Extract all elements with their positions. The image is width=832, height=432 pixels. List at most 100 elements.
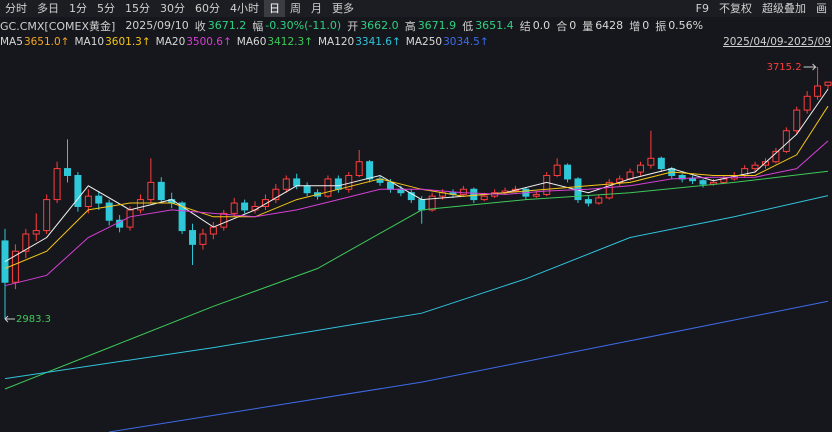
ma-line xyxy=(4,170,829,390)
candle-body xyxy=(824,81,832,86)
candle-body xyxy=(199,233,207,245)
candle-body xyxy=(53,168,61,201)
ma-line xyxy=(4,105,829,269)
tab[interactable]: 多日 xyxy=(37,2,59,15)
candle-body xyxy=(74,174,82,207)
candle-body xyxy=(220,212,228,228)
tool-button[interactable]: 不复权 xyxy=(719,2,752,15)
candle-body xyxy=(814,85,822,97)
candle-body xyxy=(699,180,707,185)
candle-body xyxy=(428,195,436,211)
tab[interactable]: 5分 xyxy=(97,2,115,15)
tab[interactable]: 1分 xyxy=(69,2,87,15)
field-label: 合 xyxy=(556,19,568,33)
candle-body xyxy=(647,157,655,166)
candle-body xyxy=(136,199,144,211)
legend-name: MA10 xyxy=(74,35,105,48)
candle-body xyxy=(22,233,30,252)
field-value: 3662.0 xyxy=(360,19,399,32)
candle-body xyxy=(657,157,665,170)
candle-body xyxy=(407,192,415,201)
field-label: 高 xyxy=(404,19,416,33)
candle-body xyxy=(105,202,113,221)
candle-body xyxy=(282,178,290,190)
symbol: GC.CMX[COMEX黄金] xyxy=(0,19,116,33)
candle-body xyxy=(689,178,697,182)
field-value: 3671.2 xyxy=(207,19,247,32)
candle-body xyxy=(636,164,644,173)
candle-body xyxy=(95,195,103,204)
candle-body xyxy=(43,199,51,232)
candle-body xyxy=(334,178,342,190)
field-label: 幅 xyxy=(252,19,264,33)
date-range: 2025/04/09-2025/09 xyxy=(723,35,831,48)
candle-body xyxy=(793,109,801,132)
field-value: 3651.4 xyxy=(475,19,514,32)
candle-body xyxy=(605,181,613,199)
candle-body xyxy=(230,202,238,214)
candle-body xyxy=(84,195,92,207)
candle-body xyxy=(564,164,572,180)
field-label: 收 xyxy=(194,19,206,33)
legend-name: MA250 xyxy=(405,35,443,48)
candle-body xyxy=(366,161,374,180)
tools: F9 不复权 超级叠加画 xyxy=(691,0,832,17)
candle-body xyxy=(584,199,592,204)
candle-body xyxy=(32,230,40,235)
tool-button[interactable]: F9 xyxy=(695,2,709,15)
candle-body xyxy=(803,95,811,111)
tool-button[interactable]: 画 xyxy=(816,2,827,15)
candle-body xyxy=(355,161,363,176)
legend-value: 3034.5↑ xyxy=(443,35,489,48)
tool-button[interactable]: 超级叠加 xyxy=(762,2,806,15)
legend-value: 3412.3↑ xyxy=(267,35,313,48)
ma-line xyxy=(4,195,829,380)
candle-body xyxy=(147,181,155,201)
quote-row: GC.CMX[COMEX黄金] 2025/09/10 收 3671.2 幅 -0.30%(… xyxy=(0,17,832,34)
max-arrow xyxy=(803,63,817,71)
field-label: 低 xyxy=(462,19,474,33)
tab[interactable]: 日 xyxy=(264,0,285,17)
candle-body xyxy=(241,202,249,211)
candle-body xyxy=(126,209,134,228)
candle-body xyxy=(209,226,217,235)
legend-value: 3601.3↑ xyxy=(105,35,151,48)
legend-value: 3651.0↑ xyxy=(23,35,70,48)
legend-name: MA20 xyxy=(155,35,186,48)
field-label: 开 xyxy=(347,19,359,33)
field-label: 结 xyxy=(519,19,531,33)
candle-body xyxy=(595,197,603,204)
date: 2025/09/10 xyxy=(125,19,189,32)
legend-name: MA120 xyxy=(317,35,355,48)
candle-body xyxy=(543,174,551,195)
candle-body xyxy=(189,230,197,245)
tab[interactable]: 月 xyxy=(311,2,322,15)
candle-body xyxy=(64,168,72,176)
field-value: 0 xyxy=(642,19,650,32)
tab[interactable]: 30分 xyxy=(160,2,185,15)
candle-body xyxy=(772,150,780,163)
tab[interactable]: 60分 xyxy=(195,2,220,15)
candle-body xyxy=(418,199,426,211)
tab[interactable]: 周 xyxy=(290,2,301,15)
tab[interactable]: 4小时 xyxy=(230,2,259,15)
candle-body xyxy=(751,164,759,170)
candle-body xyxy=(386,181,394,190)
field-value: 6428 xyxy=(595,19,624,32)
candle-body xyxy=(324,178,332,197)
legend-value: 3500.6↑ xyxy=(186,35,232,48)
legend-name: MA60 xyxy=(236,35,267,48)
field-label: 量 xyxy=(582,19,594,33)
tab[interactable]: 分时 xyxy=(5,2,27,15)
candle-body xyxy=(293,178,301,187)
candle-body xyxy=(470,188,478,201)
candle-body xyxy=(303,185,311,194)
tab[interactable]: 15分 xyxy=(125,2,150,15)
max-label: 3715.2 xyxy=(767,62,802,73)
min-label: 2983.3 xyxy=(16,314,51,325)
ma-line xyxy=(4,88,829,263)
candle-body xyxy=(178,202,186,232)
tab[interactable]: 更多 xyxy=(332,2,354,15)
candle-body xyxy=(272,188,280,201)
